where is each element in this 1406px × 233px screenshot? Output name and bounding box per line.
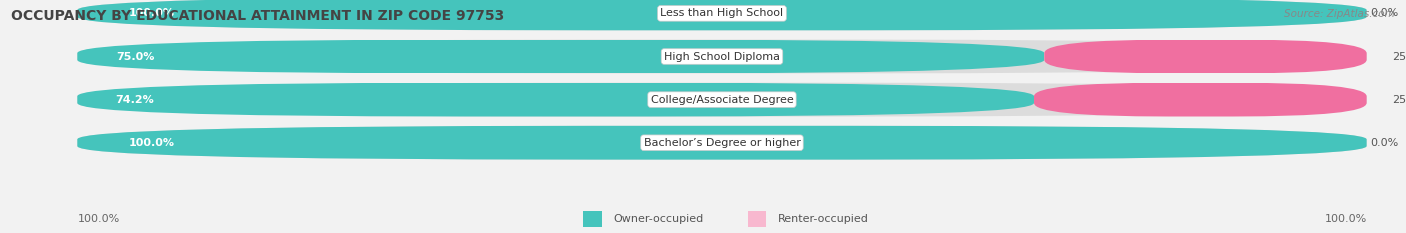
Text: 100.0%: 100.0% — [1324, 214, 1367, 224]
Text: 0.0%: 0.0% — [1371, 8, 1399, 18]
Text: College/Associate Degree: College/Associate Degree — [651, 95, 793, 105]
FancyBboxPatch shape — [77, 0, 1367, 30]
FancyBboxPatch shape — [77, 40, 1367, 73]
Text: 0.0%: 0.0% — [1371, 138, 1399, 148]
Text: Bachelor’s Degree or higher: Bachelor’s Degree or higher — [644, 138, 800, 148]
Text: OCCUPANCY BY EDUCATIONAL ATTAINMENT IN ZIP CODE 97753: OCCUPANCY BY EDUCATIONAL ATTAINMENT IN Z… — [11, 9, 505, 23]
Text: 25.8%: 25.8% — [1392, 95, 1406, 105]
FancyBboxPatch shape — [77, 126, 1367, 160]
Text: 25.0%: 25.0% — [1392, 51, 1406, 62]
Text: Renter-occupied: Renter-occupied — [778, 214, 869, 224]
Text: 75.0%: 75.0% — [117, 51, 155, 62]
Text: 100.0%: 100.0% — [129, 8, 174, 18]
FancyBboxPatch shape — [1033, 83, 1367, 116]
FancyBboxPatch shape — [77, 0, 1367, 30]
FancyBboxPatch shape — [77, 126, 1367, 160]
Text: 100.0%: 100.0% — [77, 214, 120, 224]
FancyBboxPatch shape — [77, 40, 1045, 73]
Text: High School Diploma: High School Diploma — [664, 51, 780, 62]
FancyBboxPatch shape — [77, 83, 1367, 116]
Text: 100.0%: 100.0% — [129, 138, 174, 148]
Text: Source: ZipAtlas.com: Source: ZipAtlas.com — [1284, 9, 1395, 19]
Text: Owner-occupied: Owner-occupied — [613, 214, 703, 224]
Text: 74.2%: 74.2% — [115, 95, 155, 105]
FancyBboxPatch shape — [77, 83, 1033, 116]
FancyBboxPatch shape — [1045, 40, 1367, 73]
Text: Less than High School: Less than High School — [661, 8, 783, 18]
